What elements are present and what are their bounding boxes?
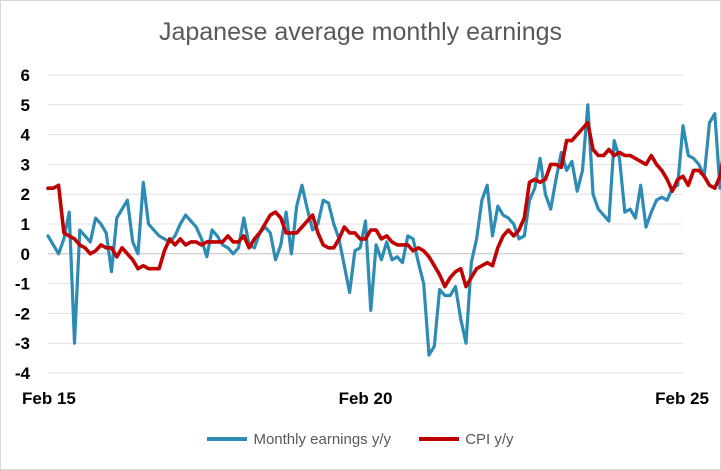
legend-item-earnings: Monthly earnings y/y: [207, 431, 391, 448]
chart-title: Japanese average monthly earnings: [158, 18, 563, 46]
y-tick-label: -1: [15, 275, 30, 294]
legend-label-earnings: Monthly earnings y/y: [253, 430, 392, 448]
x-axis-ticks: Feb 15 Feb 20 Feb 25: [22, 389, 709, 408]
y-tick-label: 3: [21, 155, 30, 174]
x-tick-label: Feb 25: [655, 389, 709, 408]
legend-swatch-earnings: [207, 437, 248, 441]
legend: Monthly earnings y/y CPI y/y: [0, 428, 721, 448]
y-tick-label: 6: [21, 66, 30, 85]
y-axis-ticks: 6 5 4 3 2 1 0 -1 -2 -3 -4: [15, 66, 31, 383]
legend-label-cpi: CPI y/y: [465, 430, 514, 448]
y-tick-label: 0: [21, 245, 30, 264]
y-tick-label: 2: [21, 185, 30, 204]
y-tick-label: -3: [15, 334, 30, 353]
series-lines: [46, 103, 721, 357]
series-line-earnings: [46, 103, 721, 357]
y-tick-label: 1: [21, 215, 30, 234]
series-line-cpi: [46, 120, 721, 289]
legend-item-cpi: CPI y/y: [419, 430, 514, 448]
y-tick-label: 4: [21, 126, 31, 145]
legend-swatch-cpi: [419, 437, 460, 441]
y-tick-label: -2: [15, 304, 30, 323]
y-tick-label: -4: [15, 364, 31, 383]
x-tick-label: Feb 15: [22, 389, 76, 408]
x-tick-label: Feb 20: [339, 389, 393, 408]
y-tick-label: 5: [21, 96, 30, 115]
